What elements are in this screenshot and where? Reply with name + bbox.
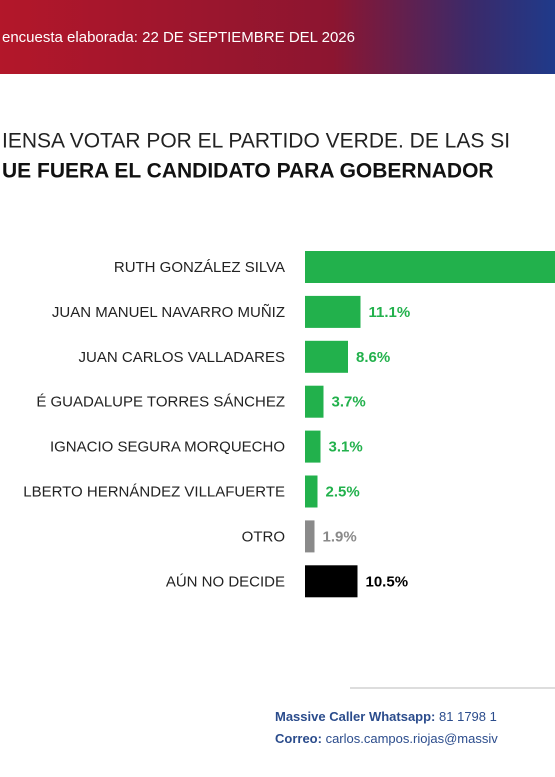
whatsapp: 81 1798 1 — [439, 709, 497, 724]
header-band — [0, 0, 555, 74]
bar — [305, 295, 361, 328]
category-label: É GUADALUPE TORRES SÁNCHEZ — [36, 394, 285, 411]
bar — [305, 565, 358, 598]
email-label: Correo: — [275, 731, 322, 746]
category-label: JUAN MANUEL NAVARRO MUÑIZ — [52, 304, 285, 321]
value-label: 11.1% — [369, 304, 411, 321]
question: IENSA VOTAR POR EL PARTIDO VERDE. DE LAS… — [2, 130, 510, 153]
chart-title: UE FUERA EL CANDIDATO PARA GOBERNADOR — [2, 160, 494, 183]
category-label: RUTH GONZÁLEZ SILVA — [114, 259, 285, 276]
header-text: encuesta elaborada: 22 DE SEPTIEMBRE DEL… — [2, 29, 355, 46]
bar — [305, 520, 315, 553]
category-label: LBERTO HERNÁNDEZ VILLAFUERTE — [23, 483, 285, 500]
footer-whatsapp: Massive Caller Whatsapp: 81 1798 1 — [275, 709, 497, 724]
category-label: AÚN NO DECIDE — [166, 573, 285, 590]
whatsapp-label: Massive Caller Whatsapp: — [275, 709, 435, 724]
footer-email: Correo: carlos.campos.riojas@massiv — [275, 731, 498, 746]
category-label: IGNACIO SEGURA MORQUECHO — [50, 439, 285, 456]
value-label: 3.7% — [332, 394, 366, 411]
value-label: 10.5% — [366, 573, 409, 590]
bar — [305, 475, 318, 508]
value-label: 8.6% — [356, 349, 390, 366]
bar — [305, 340, 348, 373]
value-label: 3.1% — [329, 439, 363, 456]
bar — [305, 385, 324, 418]
value-label: 2.5% — [326, 483, 360, 500]
value-label: 1.9% — [323, 528, 357, 545]
bar — [305, 251, 555, 283]
category-label: JUAN CARLOS VALLADARES — [79, 349, 285, 366]
category-label: OTRO — [242, 528, 285, 545]
bar — [305, 430, 321, 463]
email: carlos.campos.riojas@massiv — [326, 731, 499, 746]
